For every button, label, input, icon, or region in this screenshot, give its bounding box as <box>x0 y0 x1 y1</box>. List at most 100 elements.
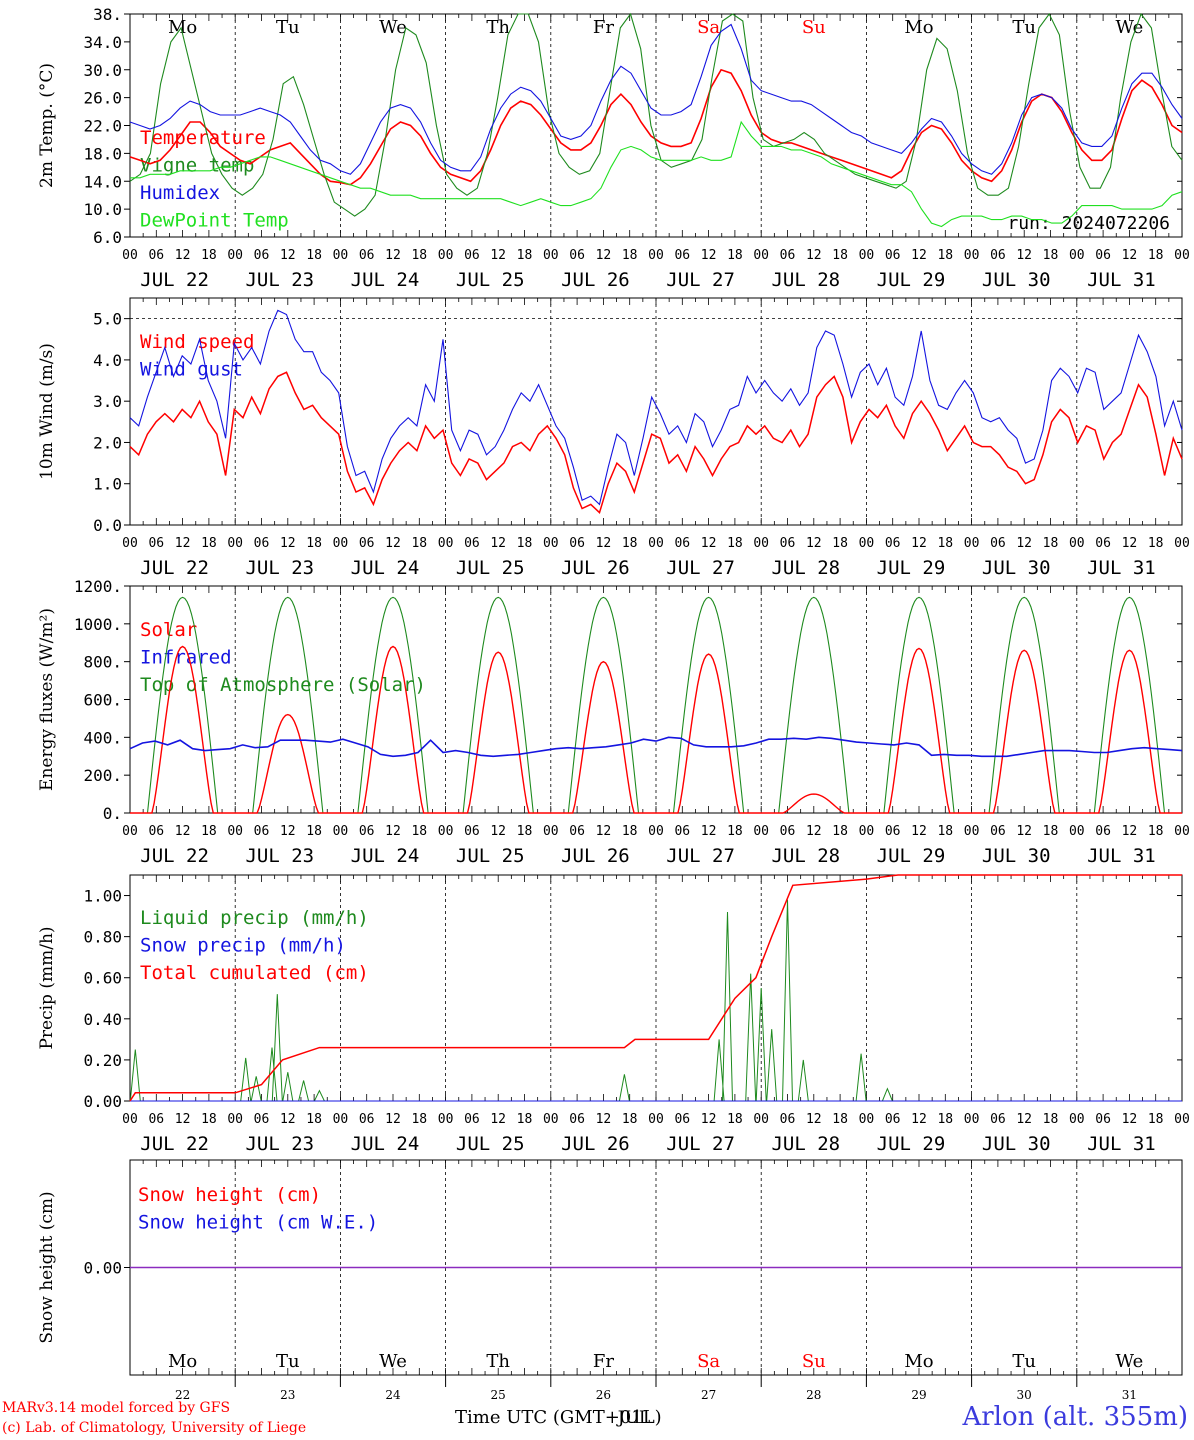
x-hour-label: 06 <box>1095 536 1111 551</box>
x-date-label: JUL 25 <box>456 1133 525 1155</box>
x-date-label: JUL 30 <box>982 845 1051 867</box>
day-number-label: 23 <box>280 1388 295 1402</box>
x-date-label: JUL 26 <box>561 557 630 579</box>
x-date-label: JUL 27 <box>666 269 735 291</box>
x-date-label: JUL 22 <box>140 1133 209 1155</box>
x-hour-label: 06 <box>885 1112 901 1127</box>
x-hour-label: 18 <box>1148 248 1164 263</box>
x-date-label: JUL 29 <box>877 1133 946 1155</box>
y-tick-label: 0.0 <box>93 516 122 535</box>
x-date-label: JUL 24 <box>351 557 420 579</box>
x-hour-label: 00 <box>1174 536 1190 551</box>
x-hour-label: 00 <box>1069 824 1085 839</box>
x-hour-label: 18 <box>201 248 217 263</box>
x-hour-label: 00 <box>543 248 559 263</box>
y-tick-label: 30.0 <box>83 61 122 80</box>
day-number-label: 29 <box>911 1388 926 1402</box>
x-hour-label: 18 <box>727 824 743 839</box>
x-hour-label: 06 <box>674 1112 690 1127</box>
y-tick-label: 6.0 <box>93 228 122 247</box>
x-hour-label: 06 <box>674 248 690 263</box>
day-of-week-label: Su <box>802 17 826 38</box>
x-hour-label: 12 <box>911 248 927 263</box>
x-hour-label: 00 <box>1174 248 1190 263</box>
x-hour-label: 00 <box>438 248 454 263</box>
series-line-vigne-temp <box>129 12 1183 217</box>
x-hour-label: 00 <box>1174 1112 1190 1127</box>
x-hour-label: 00 <box>122 536 138 551</box>
x-date-label: JUL 29 <box>877 557 946 579</box>
x-hour-label: 00 <box>1174 824 1190 839</box>
x-hour-label: 00 <box>753 824 769 839</box>
day-of-week-label: Sa <box>697 17 720 38</box>
x-hour-label: 00 <box>859 536 875 551</box>
day-of-week-label: Th <box>486 1351 510 1372</box>
x-hour-label: 06 <box>359 536 375 551</box>
y-tick-label: 0.80 <box>83 928 122 947</box>
y-tick-label: 200. <box>83 766 122 785</box>
day-of-week-label: Sa <box>697 1351 720 1372</box>
x-hour-label: 00 <box>543 1112 559 1127</box>
x-hour-label: 06 <box>885 824 901 839</box>
x-hour-label: 06 <box>885 248 901 263</box>
y-tick-label: 26.0 <box>83 89 122 108</box>
x-date-label: JUL 25 <box>456 269 525 291</box>
x-hour-label: 18 <box>306 536 322 551</box>
x-hour-label: 12 <box>1122 536 1138 551</box>
day-of-week-label: Fr <box>593 17 614 38</box>
series-line-total-cumulated <box>129 874 1182 1102</box>
x-hour-label: 12 <box>701 1112 717 1127</box>
x-hour-label: 06 <box>885 536 901 551</box>
x-hour-label: 00 <box>333 536 349 551</box>
x-hour-label: 00 <box>227 248 243 263</box>
credit-line-2: (c) Lab. of Climatology, University of L… <box>2 1420 307 1436</box>
x-hour-label: 00 <box>122 824 138 839</box>
y-axis-label: Precip (mm/h) <box>37 926 57 1049</box>
x-hour-label: 18 <box>832 248 848 263</box>
x-hour-label: 12 <box>280 1112 296 1127</box>
y-tick-label: 5.0 <box>93 310 122 329</box>
day-of-week-label: Fr <box>593 1351 614 1372</box>
series-line-dewpoint-temp <box>130 120 1183 228</box>
x-hour-label: 18 <box>517 248 533 263</box>
x-hour-label: 00 <box>648 248 664 263</box>
x-hour-label: 12 <box>1016 1112 1032 1127</box>
x-hour-label: 18 <box>517 536 533 551</box>
x-hour-label: 18 <box>411 536 427 551</box>
x-hour-label: 12 <box>1016 536 1032 551</box>
x-hour-label: 12 <box>1016 824 1032 839</box>
x-hour-label: 12 <box>175 824 191 839</box>
x-date-label: JUL 24 <box>351 1133 420 1155</box>
x-hour-label: 12 <box>701 536 717 551</box>
x-hour-label: 00 <box>648 824 664 839</box>
station-name: Arlon (alt. 355m) <box>962 1402 1188 1432</box>
x-hour-label: 18 <box>727 248 743 263</box>
x-hour-label: 06 <box>254 248 270 263</box>
x-hour-label: 00 <box>543 536 559 551</box>
x-hour-label: 12 <box>911 536 927 551</box>
x-hour-label: 06 <box>780 248 796 263</box>
y-tick-label: 14.0 <box>83 172 122 191</box>
x-date-label: JUL 24 <box>351 269 420 291</box>
x-hour-label: 18 <box>201 824 217 839</box>
x-hour-label: 00 <box>122 1112 138 1127</box>
x-hour-label: 12 <box>911 1112 927 1127</box>
x-date-label: JUL 22 <box>140 845 209 867</box>
x-date-label: JUL 24 <box>351 845 420 867</box>
x-date-label: JUL 22 <box>140 557 209 579</box>
x-hour-label: 06 <box>254 536 270 551</box>
x-axis-overlay-label: JUL <box>616 1408 650 1428</box>
y-axis-label: Snow height (cm) <box>37 1191 57 1343</box>
x-hour-label: 12 <box>1122 248 1138 263</box>
x-date-label: JUL 30 <box>982 269 1051 291</box>
legend-item: Liquid precip (mm/h) <box>140 907 369 929</box>
x-date-label: JUL 25 <box>456 845 525 867</box>
y-tick-label: 10.0 <box>83 200 122 219</box>
x-hour-label: 00 <box>333 248 349 263</box>
x-hour-label: 06 <box>464 824 480 839</box>
x-hour-label: 18 <box>306 824 322 839</box>
y-tick-label: 800. <box>83 653 122 672</box>
x-hour-label: 06 <box>674 536 690 551</box>
x-date-label: JUL 27 <box>666 845 735 867</box>
x-hour-label: 12 <box>280 248 296 263</box>
